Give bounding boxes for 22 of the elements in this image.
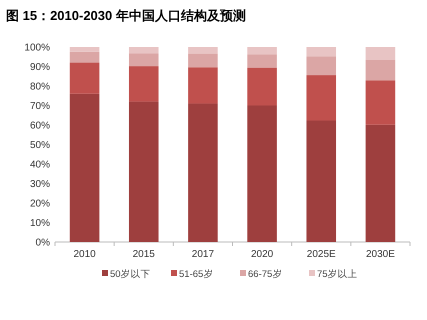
y-tick-label: 50% <box>30 140 50 151</box>
y-tick-label: 70% <box>30 101 50 112</box>
x-tick-label: 2020 <box>250 249 274 260</box>
x-tick-label: 2017 <box>192 249 214 260</box>
x-tick-label: 2030E <box>366 249 396 260</box>
y-tick-label: 20% <box>30 198 50 210</box>
x-tick-label: 2015 <box>132 249 156 260</box>
y-tick-label: 80% <box>30 82 50 92</box>
legend-label: 51-65岁 <box>179 268 214 280</box>
chart-title: 图 15：2010-2030 年中国人口结构及预测 <box>6 8 246 23</box>
y-tick-label: 60% <box>30 120 50 132</box>
y-tick-label: 30% <box>30 179 50 190</box>
legend-label: 75岁以上 <box>317 268 358 280</box>
x-tick-label: 2010 <box>73 249 96 260</box>
y-tick-label: 0% <box>36 238 50 248</box>
y-tick-label: 40% <box>30 160 50 170</box>
legend-label: 66-75岁 <box>248 268 282 280</box>
legend-label: 50岁以下 <box>110 268 151 280</box>
y-tick-label: 100% <box>24 42 50 54</box>
y-tick-label: 10% <box>30 218 50 229</box>
y-tick-label: 90% <box>30 62 50 73</box>
x-tick-label: 2025E <box>306 249 336 260</box>
